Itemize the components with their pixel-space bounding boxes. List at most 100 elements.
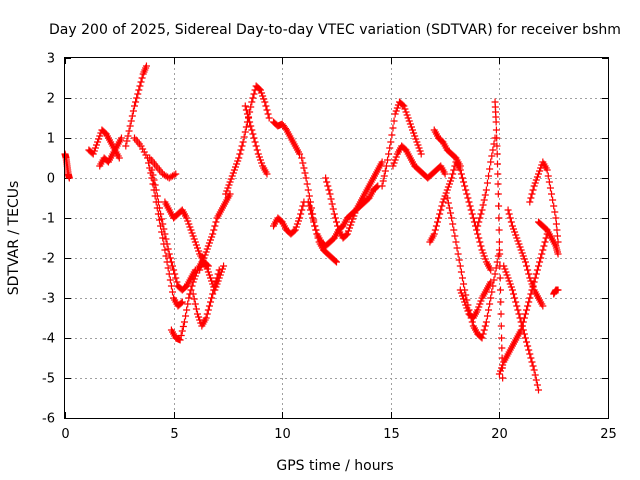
data-point [241, 102, 249, 110]
data-point [249, 130, 257, 138]
data-point [460, 280, 468, 288]
data-point [330, 210, 338, 218]
data-point [528, 280, 536, 288]
data-point [499, 361, 507, 369]
data-point [529, 362, 537, 370]
data-point [191, 238, 199, 246]
data-point [488, 152, 496, 160]
series-arc-13 [241, 102, 271, 178]
data-point [255, 153, 263, 161]
data-point [134, 90, 142, 98]
data-point [200, 254, 208, 262]
data-point [458, 274, 466, 282]
data-point [234, 157, 242, 165]
data-point [92, 141, 100, 149]
data-point [494, 170, 502, 178]
data-point [255, 85, 263, 93]
data-point [142, 62, 150, 70]
data-point [453, 244, 461, 252]
data-point [512, 298, 520, 306]
data-point [193, 310, 201, 318]
data-point [474, 230, 482, 238]
data-point [230, 166, 238, 174]
data-point [300, 164, 308, 172]
data-point [302, 174, 310, 182]
data-point [127, 117, 135, 125]
data-point [139, 145, 147, 153]
series-arc-32 [550, 286, 562, 298]
data-point [327, 195, 335, 203]
data-point [538, 250, 546, 258]
data-point [203, 245, 211, 253]
data-point [461, 298, 469, 306]
data-point [208, 233, 216, 241]
data-point [343, 230, 351, 238]
data-point [496, 274, 504, 282]
series-arc-27 [495, 230, 551, 378]
data-point [482, 186, 490, 194]
data-point [184, 217, 192, 225]
data-point [487, 294, 495, 302]
data-point [381, 167, 389, 175]
data-point [137, 142, 145, 150]
data-point [208, 277, 216, 285]
data-point [541, 238, 549, 246]
data-point [294, 217, 302, 225]
data-point [533, 381, 541, 389]
data-point [456, 262, 464, 270]
data-point [157, 210, 165, 218]
data-point [149, 171, 157, 179]
data-point [449, 220, 457, 228]
data-point [525, 298, 533, 306]
data-point [122, 142, 130, 150]
data-point [458, 174, 466, 182]
data-point [503, 271, 511, 279]
data-point [189, 278, 197, 286]
data-point [296, 214, 304, 222]
data-point [155, 204, 163, 212]
data-point [521, 258, 529, 266]
data-point [552, 214, 560, 222]
data-point [466, 202, 474, 210]
data-point [202, 314, 210, 322]
data-point [188, 282, 196, 290]
data-point [519, 252, 527, 260]
data-point [246, 118, 254, 126]
data-point [187, 226, 195, 234]
data-point [166, 276, 174, 284]
data-point [188, 229, 196, 237]
y-tick-label: -1 [42, 212, 55, 227]
data-point [311, 222, 319, 230]
data-point [203, 265, 211, 273]
data-point [388, 131, 396, 139]
data-point [129, 107, 137, 115]
data-point [526, 350, 534, 358]
data-point [510, 225, 518, 233]
data-point [457, 289, 465, 297]
data-point [389, 162, 397, 170]
data-point [207, 274, 215, 282]
data-point [403, 111, 411, 119]
data-point [444, 199, 452, 207]
data-point [410, 129, 418, 137]
data-point [292, 223, 300, 231]
data-point [534, 386, 542, 394]
data-point [142, 151, 150, 159]
data-point [334, 222, 342, 230]
data-point [201, 251, 209, 259]
data-point [153, 192, 161, 200]
data-point [536, 258, 544, 266]
data-point [254, 150, 262, 158]
data-point [329, 205, 337, 213]
data-point [494, 180, 502, 188]
data-point [445, 180, 453, 188]
data-point [236, 150, 244, 158]
data-point [378, 158, 386, 166]
data-point [392, 107, 400, 115]
data-point [242, 106, 250, 114]
y-tick-label: -5 [42, 372, 55, 387]
data-point [506, 280, 514, 288]
data-point [405, 117, 413, 125]
data-point [500, 262, 508, 270]
